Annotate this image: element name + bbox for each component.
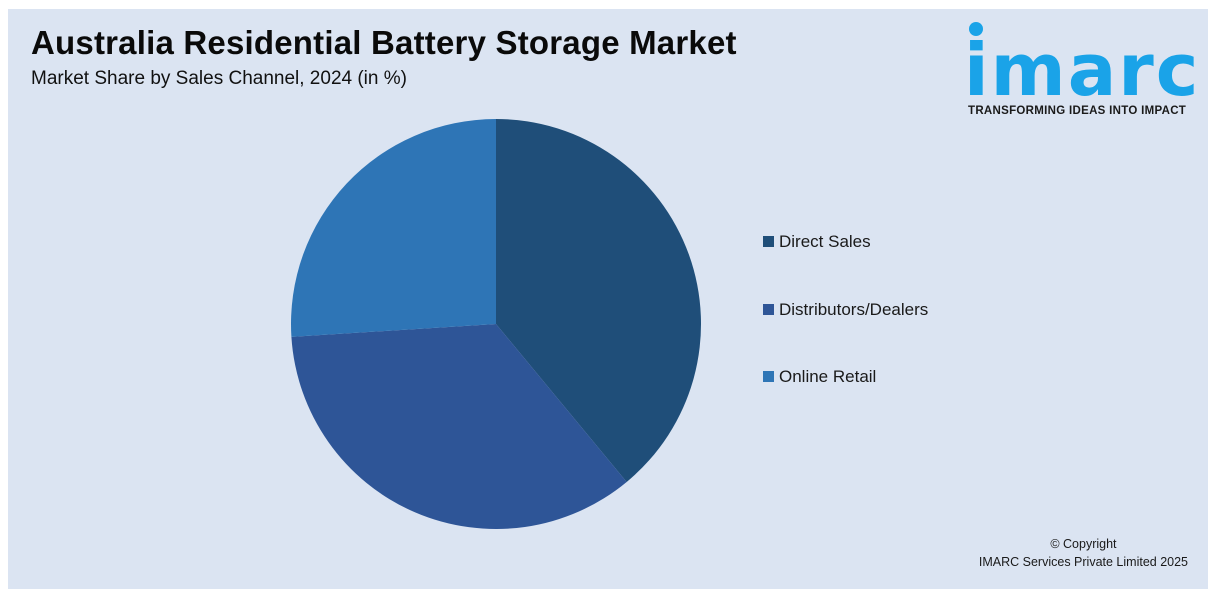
logo-dot-icon bbox=[969, 22, 983, 36]
legend-item-distributors-dealers: Distributors/Dealers bbox=[763, 300, 928, 320]
copyright-line-1: © Copyright bbox=[1050, 537, 1117, 551]
legend-swatch bbox=[763, 303, 774, 315]
chart-title: Australia Residential Battery Storage Ma… bbox=[31, 24, 737, 61]
legend-swatch bbox=[763, 371, 774, 382]
chart-subtitle: Market Share by Sales Channel, 2024 (in … bbox=[31, 68, 407, 89]
legend-label: Direct Sales bbox=[779, 232, 871, 251]
legend-item-online-retail: Online Retail bbox=[763, 367, 876, 387]
legend-item-direct-sales: Direct Sales bbox=[763, 232, 871, 252]
legend-label: Distributors/Dealers bbox=[779, 299, 929, 319]
logo-tagline: TRANSFORMING IDEAS INTO IMPACT bbox=[968, 105, 1187, 117]
legend-swatch bbox=[763, 236, 774, 247]
pie-slice-distributors-dealers bbox=[291, 324, 627, 529]
logo-wordmark: imarc bbox=[964, 28, 1201, 112]
legend-label: Online Retail bbox=[779, 367, 877, 386]
copyright-line-2: IMARC Services Private Limited 2025 bbox=[978, 555, 1188, 569]
pie-slice-online-retail bbox=[291, 119, 496, 337]
imarc-logo: imarc TRANSFORMING IDEAS INTO IMPACT bbox=[964, 20, 1198, 120]
pie-slice-direct-sales bbox=[496, 119, 701, 482]
copyright-notice: © Copyright IMARC Services Private Limit… bbox=[979, 535, 1188, 571]
